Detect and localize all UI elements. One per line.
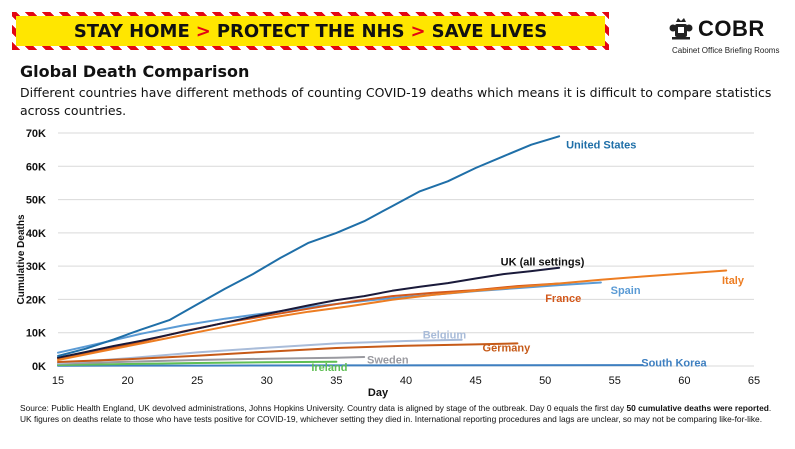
series-line-uk-all-settings bbox=[57, 266, 561, 359]
slogan-stay-home: STAY HOME bbox=[73, 20, 190, 42]
slogan-save-lives: SAVE LIVES bbox=[431, 20, 548, 42]
source-text-2: . UK figures on deaths relate to those w… bbox=[20, 403, 772, 424]
y-tick-label: 30K bbox=[26, 261, 46, 273]
x-tick-label: 30 bbox=[261, 375, 273, 387]
cobr-wordmark: COBR bbox=[698, 16, 765, 41]
page-subtitle: Different countries have different metho… bbox=[20, 85, 772, 118]
series-label: UK (all settings) bbox=[501, 256, 585, 268]
x-tick-label: 45 bbox=[469, 375, 481, 387]
x-tick-label: 20 bbox=[121, 375, 133, 387]
x-tick-label: 25 bbox=[191, 375, 203, 387]
source-note: Source: Public Health England, UK devolv… bbox=[20, 403, 780, 425]
series-label: Germany bbox=[483, 343, 532, 355]
series-label: Belgium bbox=[423, 329, 467, 341]
slogan-protect-nhs: PROTECT THE NHS bbox=[216, 20, 405, 42]
cobr-logo: COBR Cabinet Office Briefing Rooms bbox=[666, 14, 786, 58]
series-line-sweden bbox=[57, 356, 366, 365]
x-tick-label: 15 bbox=[52, 375, 64, 387]
x-axis-label: Day bbox=[368, 387, 389, 399]
page-title: Global Death Comparison bbox=[20, 62, 250, 81]
source-bold: 50 cumulative deaths were reported bbox=[626, 403, 769, 413]
y-tick-label: 60K bbox=[26, 161, 46, 173]
series-line-germany bbox=[57, 342, 519, 363]
series-label: Sweden bbox=[367, 355, 409, 367]
series-label: Italy bbox=[722, 275, 745, 287]
y-tick-label: 10K bbox=[26, 328, 46, 340]
series-line-italy bbox=[57, 269, 728, 361]
series-label: South Korea bbox=[641, 358, 707, 370]
x-tick-label: 60 bbox=[678, 375, 690, 387]
y-axis-label: Cumulative Deaths bbox=[16, 214, 27, 304]
y-tick-label: 50K bbox=[26, 195, 46, 207]
x-tick-label: 35 bbox=[330, 375, 342, 387]
series-line-united-states bbox=[57, 135, 561, 357]
slogan-text: STAY HOME > PROTECT THE NHS > SAVE LIVES bbox=[16, 16, 605, 46]
y-tick-label: 0K bbox=[32, 361, 46, 373]
slogan-chevron: > bbox=[195, 20, 211, 42]
series-label: Ireland bbox=[311, 362, 347, 374]
series-line-south-korea bbox=[57, 364, 644, 367]
royal-crest-icon bbox=[669, 18, 693, 40]
series-label: France bbox=[545, 293, 581, 305]
x-tick-label: 65 bbox=[748, 375, 760, 387]
source-text-1: Source: Public Health England, UK devolv… bbox=[20, 403, 627, 413]
y-tick-label: 40K bbox=[26, 228, 46, 240]
slogan-chevron: > bbox=[410, 20, 426, 42]
series-label: United States bbox=[566, 140, 636, 152]
slogan-banner: STAY HOME > PROTECT THE NHS > SAVE LIVES bbox=[12, 12, 609, 50]
y-tick-label: 70K bbox=[26, 128, 46, 140]
x-tick-label: 55 bbox=[609, 375, 621, 387]
x-tick-label: 40 bbox=[400, 375, 412, 387]
y-tick-label: 20K bbox=[26, 294, 46, 306]
cobr-subtitle: Cabinet Office Briefing Rooms bbox=[672, 46, 780, 55]
series-line-ireland bbox=[57, 360, 338, 366]
series-label: Spain bbox=[611, 285, 641, 297]
x-tick-label: 50 bbox=[539, 375, 551, 387]
